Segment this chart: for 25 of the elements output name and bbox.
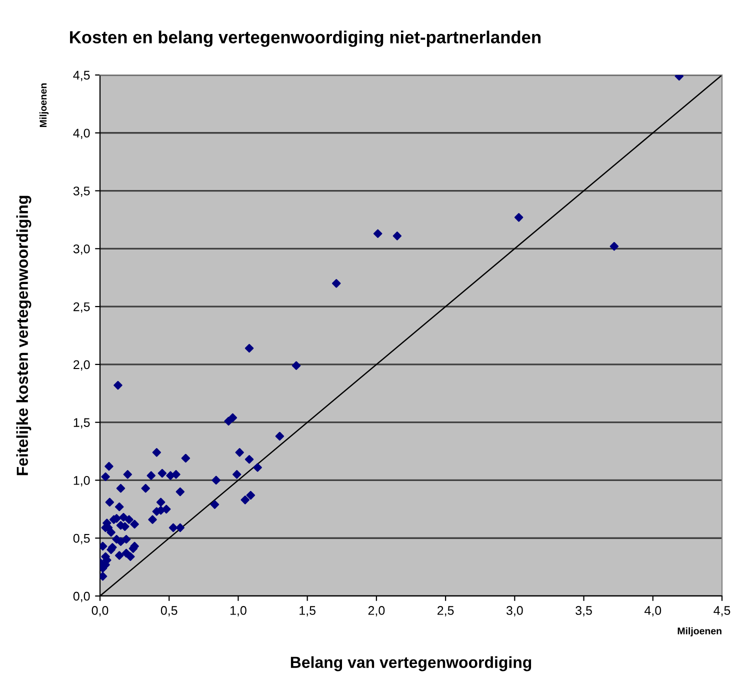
x-tick-label: 3,0 [506,606,523,616]
text: Miljoenen [678,627,722,636]
x-tick-label: 0,5 [160,606,178,616]
x-tick-label: 2,0 [368,606,385,616]
y-tick-label: 1,0 [74,476,90,486]
x-tick-label: 0,0 [92,606,108,616]
x-tick-label: 1,0 [230,606,246,616]
y-tick-label: 0,5 [73,534,90,544]
x-tick-label: 3,5 [576,606,592,616]
y-tick-label: 3,0 [73,244,90,255]
x-axis-title: Belang van vertegenwoordiging [290,656,532,672]
x-tick-label: 1,5 [300,606,316,616]
y-tick-label: 0,0 [73,592,90,602]
y-tick-label: 1,5 [74,418,90,428]
y-tick-label: 2,0 [74,360,90,371]
text: Miljoenen [39,83,49,127]
y-tick-label: 4,0 [73,128,90,140]
y-axis-title: Feitelijke kosten vertegenwoordiging [16,196,32,476]
y-tick-label: 3,5 [73,186,90,197]
y-tick-label: 4,5 [73,70,90,82]
x-tick-label: 2,5 [437,606,454,616]
x-tick-label: 4,5 [714,606,730,616]
chart-title: Kosten en belang vertegenwoordiging niet-partnerlanden [70,30,540,47]
y-tick-label: 2,5 [74,302,90,313]
x-tick-label: 4,0 [644,606,662,616]
